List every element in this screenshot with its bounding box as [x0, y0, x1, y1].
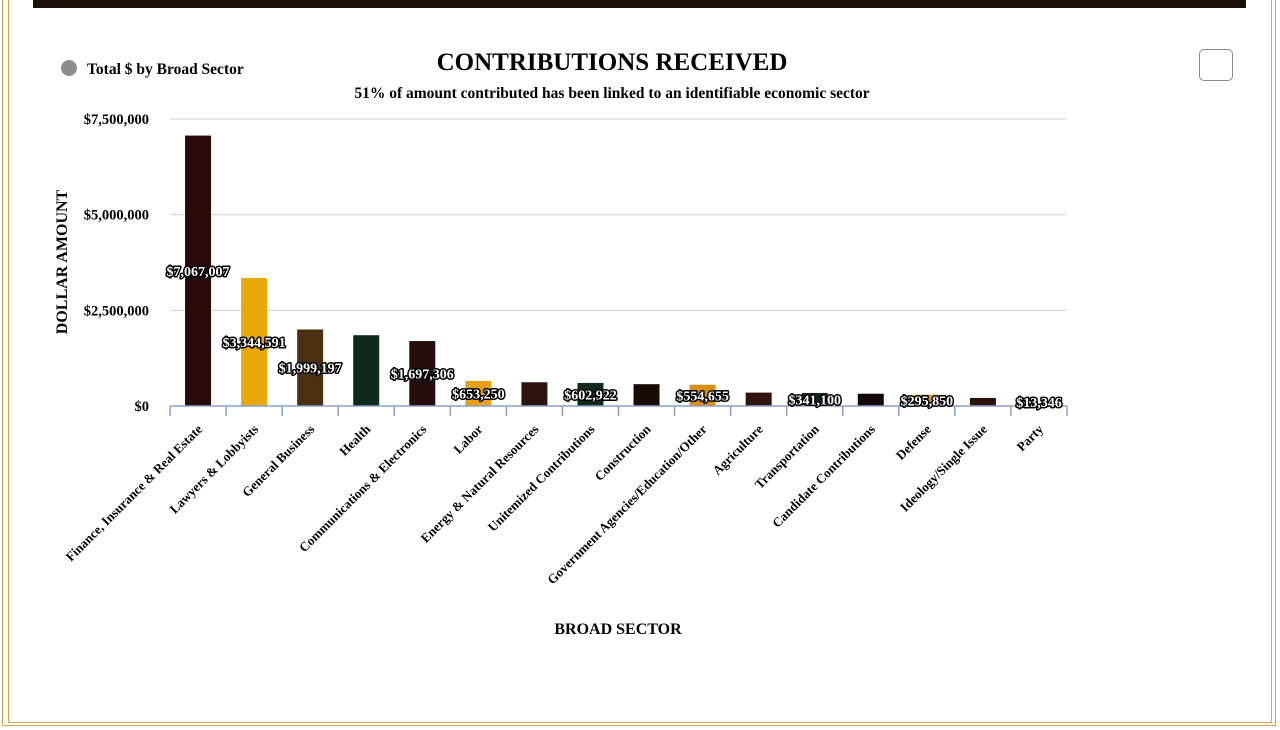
- category-label: Labor: [450, 421, 485, 456]
- bar[interactable]: [969, 397, 996, 406]
- bar[interactable]: [521, 382, 548, 406]
- category-label: Unitemized Contributions: [485, 422, 598, 535]
- category-label: Candidate Contributions: [769, 422, 878, 531]
- data-label: $295,850: [901, 394, 954, 409]
- bar[interactable]: [857, 393, 884, 406]
- data-label: $3,344,591: [223, 336, 286, 351]
- category-label: Defense: [893, 421, 934, 462]
- y-tick-label: $5,000,000: [84, 208, 149, 224]
- chart-frame-inner: [8, 0, 1272, 723]
- x-axis: [169, 405, 1068, 416]
- bar[interactable]: [633, 384, 660, 406]
- data-label: $602,922: [564, 388, 617, 403]
- bar[interactable]: [577, 382, 604, 406]
- chart-title: CONTRIBUTIONS RECEIVED: [437, 49, 788, 76]
- data-label: $7,067,007: [167, 265, 230, 280]
- bar[interactable]: [409, 341, 436, 406]
- bars: [185, 135, 1052, 406]
- bar[interactable]: [745, 392, 772, 406]
- data-label: $554,655: [676, 389, 729, 404]
- bar[interactable]: [185, 135, 212, 406]
- y-axis-ticks: $0 $2,500,000 $5,000,000 $7,500,000: [84, 112, 149, 415]
- bar[interactable]: [241, 278, 268, 406]
- chart-menu-button[interactable]: [1199, 49, 1233, 81]
- header-bar: [33, 0, 1246, 8]
- category-label: Agriculture: [709, 421, 766, 478]
- bar[interactable]: [801, 392, 828, 406]
- bar[interactable]: [353, 335, 380, 406]
- chart-subtitle: 51% of amount contributed has been linke…: [354, 85, 869, 102]
- data-label: $653,250: [452, 388, 505, 403]
- y-axis-title: DOLLAR AMOUNT: [54, 189, 71, 334]
- data-label: $13,346: [1016, 396, 1062, 411]
- data-label: $1,697,306: [391, 368, 454, 383]
- bar[interactable]: [465, 381, 492, 406]
- data-labels: $7,067,007 $3,344,591 $1,999,197 $1,697,306…: [165, 263, 1063, 412]
- category-label: Construction: [591, 421, 654, 484]
- y-tick-label: $0: [135, 399, 150, 415]
- category-label: Health: [336, 421, 374, 459]
- bar[interactable]: [689, 384, 716, 406]
- data-label: $1,999,197: [279, 362, 342, 377]
- y-tick-label: $2,500,000: [84, 303, 149, 319]
- legend-label: Total $ by Broad Sector: [87, 61, 244, 78]
- bar[interactable]: [913, 394, 940, 406]
- category-label: Party: [1014, 421, 1047, 454]
- y-tick-label: $7,500,000: [84, 112, 149, 128]
- bar[interactable]: [297, 329, 324, 406]
- legend-marker: [61, 60, 77, 76]
- data-label: $341,100: [788, 393, 841, 408]
- legend[interactable]: Total $ by Broad Sector: [61, 60, 244, 78]
- category-label: Energy & Natural Resources: [417, 422, 541, 546]
- gridlines: [170, 118, 1067, 311]
- x-axis-title: BROAD SECTOR: [554, 621, 682, 638]
- x-axis-categories: Finance, Insurance & Real EstateLawyers …: [63, 421, 1047, 587]
